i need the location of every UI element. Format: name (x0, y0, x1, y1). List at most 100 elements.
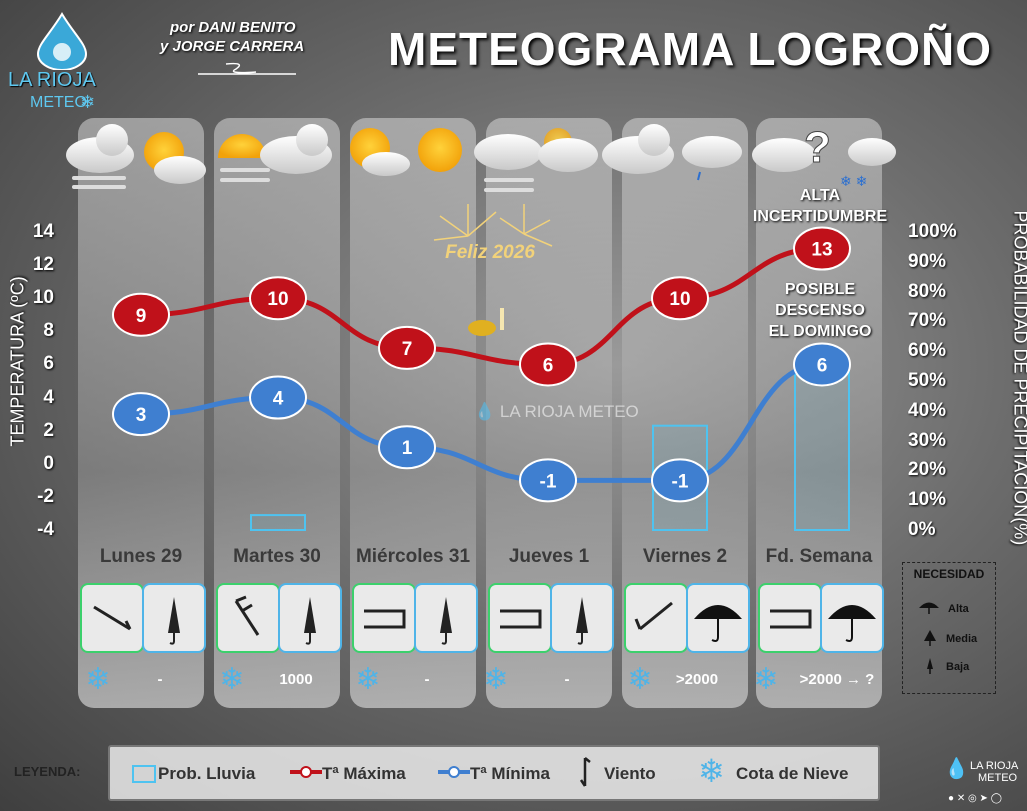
day-label-6: Fd. Semana (765, 546, 873, 567)
whatsapp-icon[interactable]: ◯ (990, 793, 1002, 804)
snow-level-2: 1000 (279, 671, 313, 688)
y-tick-label: 0 (43, 452, 54, 474)
tmin-point: -1 (519, 458, 577, 503)
day-label-2: Martes 30 (233, 546, 321, 567)
y-tick-label: -2 (37, 485, 54, 507)
tmin-point: -1 (651, 458, 709, 503)
cloud-rain-icon (682, 136, 742, 181)
logo-snowflake-icon: ❄ (80, 92, 96, 112)
celebration-text: Feliz 2026 (445, 242, 535, 263)
day-label-1: Lunes 29 (99, 546, 183, 567)
telegram-icon[interactable]: ➤ (979, 793, 988, 804)
y-tick-label: 6 (43, 353, 54, 375)
tmin-point: 3 (112, 392, 170, 437)
social-icons[interactable]: ● ✕ ◎ ➤ ◯ (948, 793, 1002, 804)
umbrella-closed-icon (168, 597, 180, 645)
drop-line-3: EL DOMINGO (768, 323, 872, 340)
facebook-icon[interactable]: ● (948, 793, 955, 804)
snowflake-icon: ❄ ❄ (840, 173, 867, 189)
y-tick-label: 12 (32, 254, 54, 276)
drop-line-2: DESCENSO (775, 302, 865, 319)
y2-tick-label: 70% (908, 310, 947, 332)
tmax-point: 13 (793, 226, 851, 271)
legend-rain: Prob. Lluvia (158, 764, 256, 783)
need-umbrella-closed-icon (924, 657, 936, 680)
umbrella-open-icon (828, 605, 876, 642)
tmax-value-label: 10 (669, 289, 690, 310)
legend-snow: Cota de Nieve (736, 764, 849, 783)
svg-text:?: ? (804, 123, 831, 172)
authors-line-2: y JORGE CARRERA (160, 38, 305, 55)
drop-line-1: POSIBLE (784, 281, 856, 298)
snow-level-6: >2000 → ? (799, 671, 875, 688)
legend-wind-arrow-icon (579, 757, 591, 787)
need-level-low: Baja (946, 661, 970, 673)
snow-level-3: - (424, 671, 430, 688)
legend (108, 745, 880, 801)
footer-logo-drop-icon: 💧 (944, 758, 969, 780)
instagram-icon[interactable]: ◎ (968, 793, 977, 804)
snowflake-icon: ❄ (85, 663, 111, 696)
legend-tmin-swatch (438, 766, 470, 778)
sun-cloud-icon (538, 128, 598, 172)
need-umbrella-half-icon (922, 629, 938, 652)
y-tick-label: -4 (37, 519, 54, 540)
sun-fog-icon (218, 134, 270, 182)
legend-snowflake-icon: ❄ (698, 753, 725, 789)
umbrella-box-2 (278, 583, 342, 653)
tmax-value-label: 13 (811, 240, 832, 261)
snowflake-icon: ❄ (355, 663, 381, 696)
umbrella-box-5 (686, 583, 750, 653)
cloud-snow-icon: ? (752, 123, 831, 173)
umbrella-box-4 (550, 583, 614, 653)
legend-tmin: Tª Mínima (470, 764, 550, 783)
logo-drop-icon (36, 12, 88, 71)
tmax-value-label: 7 (402, 339, 413, 360)
umbrella-box-6 (820, 583, 884, 653)
y2-tick-label: 10% (908, 489, 947, 511)
legend-rain-swatch (132, 765, 156, 783)
precip-bar (794, 365, 850, 531)
tmax-point: 10 (651, 276, 709, 321)
need-panel (902, 562, 996, 694)
tmax-value-label: 6 (543, 355, 554, 376)
uncertainty-line-2: INCERTIDUMBRE (752, 208, 888, 225)
svg-text:❄ ❄: ❄ ❄ (840, 173, 867, 189)
snow-level-1: - (157, 671, 163, 688)
tmin-value-label: 4 (273, 389, 284, 410)
authors: por DANI BENITO y JORGE CARRERA (160, 18, 304, 56)
page-title: METEOGRAMA LOGROÑO (388, 23, 993, 75)
cloud-icon (602, 124, 674, 174)
tmin-value-label: 3 (136, 405, 147, 426)
y-tick-label: 14 (32, 221, 54, 242)
cloud-fog-icon (66, 124, 134, 189)
wind-arrow-icon (234, 595, 260, 636)
wind-variable-icon (500, 609, 542, 629)
need-level-medium: Media (946, 633, 978, 645)
y-tick-label: 4 (43, 386, 54, 408)
tmax-value-label: 9 (136, 306, 147, 327)
y2-tick-label: 90% (908, 250, 947, 272)
tmax-value-label: 10 (267, 289, 288, 310)
footer-logo-line-2: METEO (978, 772, 1018, 784)
y2-tick-label: 30% (908, 429, 947, 451)
cloud-icon (260, 124, 332, 174)
tmin-point: 1 (378, 425, 436, 470)
y2-tick-label: 0% (908, 519, 936, 540)
tmax-point: 6 (519, 342, 577, 387)
snow-level-4: - (564, 671, 570, 688)
logo (34, 12, 90, 75)
uncertainty-line-1: ALTA (799, 187, 841, 204)
wind-variable-icon (770, 609, 812, 629)
y-tick-label: 10 (32, 287, 54, 309)
wind-arrow-icon (93, 605, 132, 631)
tmin-value-label: -1 (540, 471, 557, 492)
y2-tick-label: 60% (908, 340, 947, 362)
footer-logo-text: LA RIOJA METEO (970, 760, 1018, 784)
y-tick-label: 8 (43, 320, 54, 342)
x-icon[interactable]: ✕ (956, 793, 966, 804)
watermark-drop-icon: 💧 (474, 402, 496, 421)
watermark-text: LA RIOJA METEO (499, 402, 639, 421)
snowflake-icon: ❄ (753, 663, 779, 696)
tmax-point: 9 (112, 292, 170, 337)
